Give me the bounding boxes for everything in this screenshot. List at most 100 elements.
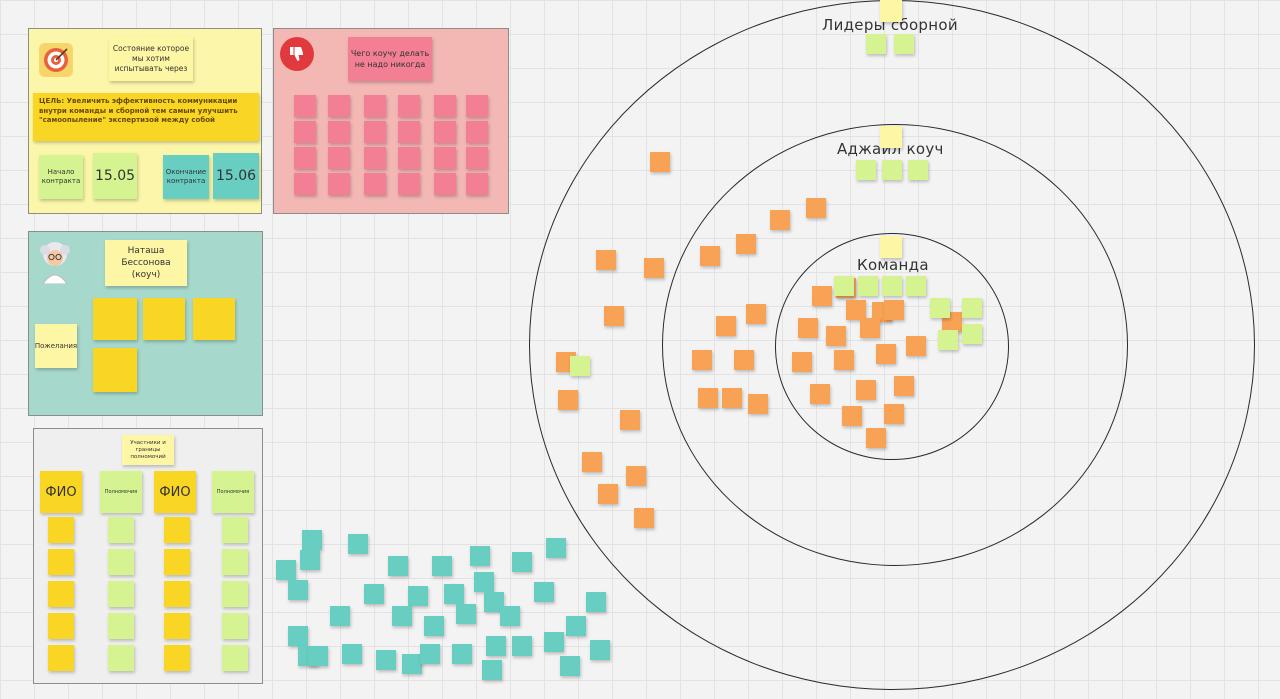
orange-note[interactable] — [792, 352, 812, 372]
teal-note[interactable] — [486, 636, 506, 656]
goal-frame[interactable]: Состояние которое мы хотим испытывать че… — [28, 28, 262, 214]
teal-note[interactable] — [512, 636, 532, 656]
dont-note[interactable] — [328, 121, 350, 143]
teal-note[interactable] — [424, 616, 444, 636]
teal-note[interactable] — [330, 606, 350, 626]
teal-note[interactable] — [308, 646, 328, 666]
role-note[interactable] — [108, 613, 134, 639]
coach-note[interactable] — [93, 298, 137, 340]
orange-note[interactable] — [798, 318, 818, 338]
dont-note[interactable] — [294, 147, 316, 169]
role-note[interactable] — [164, 581, 190, 607]
teal-note[interactable] — [586, 592, 606, 612]
green-note[interactable] — [856, 160, 876, 180]
green-note[interactable] — [962, 298, 982, 318]
orange-note[interactable] — [826, 326, 846, 346]
coach-note[interactable] — [93, 348, 137, 392]
dont-note[interactable] — [466, 173, 488, 195]
green-note[interactable] — [858, 276, 878, 296]
teal-note[interactable] — [288, 626, 308, 646]
dont-frame[interactable]: Чего коучу делать не надо никогда — [273, 28, 509, 214]
dont-note[interactable] — [328, 173, 350, 195]
roles-title-note[interactable]: Участники и границы полномочий — [122, 435, 174, 465]
dont-note[interactable] — [294, 121, 316, 143]
role-note[interactable] — [164, 517, 190, 543]
green-note[interactable] — [882, 276, 902, 296]
green-note[interactable] — [834, 276, 854, 296]
green-note[interactable] — [906, 276, 926, 296]
orange-note[interactable] — [748, 394, 768, 414]
orange-note[interactable] — [812, 286, 832, 306]
teal-note[interactable] — [482, 660, 502, 680]
teal-note[interactable] — [348, 534, 368, 554]
dont-note[interactable] — [364, 121, 386, 143]
role-note[interactable] — [222, 517, 248, 543]
orange-note[interactable] — [716, 316, 736, 336]
start-date-note[interactable]: 15.05 — [93, 153, 137, 199]
teal-note[interactable] — [420, 644, 440, 664]
orange-note[interactable] — [722, 388, 742, 408]
teal-note[interactable] — [376, 650, 396, 670]
green-note[interactable] — [930, 298, 950, 318]
coach-side-note[interactable]: Пожелания — [35, 324, 77, 368]
yellow-note[interactable] — [880, 236, 902, 258]
role-note[interactable] — [108, 645, 134, 671]
teal-note[interactable] — [452, 644, 472, 664]
role-note[interactable] — [48, 517, 74, 543]
role-note[interactable] — [48, 613, 74, 639]
role-note[interactable] — [164, 613, 190, 639]
powers-header-1[interactable]: Полномочия — [100, 471, 142, 513]
orange-note[interactable] — [846, 300, 866, 320]
dont-note[interactable] — [364, 95, 386, 117]
role-note[interactable] — [108, 581, 134, 607]
orange-note[interactable] — [644, 258, 664, 278]
start-label-note[interactable]: Начало контракта — [39, 155, 83, 199]
dont-note[interactable] — [434, 173, 456, 195]
dont-note[interactable] — [434, 147, 456, 169]
orange-note[interactable] — [906, 336, 926, 356]
roles-frame[interactable]: Участники и границы полномочий ФИО Полно… — [33, 428, 263, 684]
teal-note[interactable] — [342, 644, 362, 664]
dont-note[interactable] — [364, 173, 386, 195]
orange-note[interactable] — [884, 404, 904, 424]
orange-note[interactable] — [842, 406, 862, 426]
orange-note[interactable] — [884, 300, 904, 320]
orange-note[interactable] — [894, 376, 914, 396]
role-note[interactable] — [48, 645, 74, 671]
coach-note[interactable] — [143, 298, 185, 340]
role-note[interactable] — [48, 549, 74, 575]
teal-note[interactable] — [302, 530, 322, 550]
orange-note[interactable] — [620, 410, 640, 430]
teal-note[interactable] — [288, 580, 308, 600]
green-note[interactable] — [894, 34, 914, 54]
role-note[interactable] — [108, 517, 134, 543]
teal-note[interactable] — [444, 584, 464, 604]
fio-header-2[interactable]: ФИО — [154, 471, 196, 513]
role-note[interactable] — [222, 645, 248, 671]
teal-note[interactable] — [402, 654, 422, 674]
dont-note[interactable] — [466, 121, 488, 143]
orange-note[interactable] — [834, 350, 854, 370]
orange-note[interactable] — [860, 318, 880, 338]
orange-note[interactable] — [558, 390, 578, 410]
green-note[interactable] — [962, 324, 982, 344]
green-note[interactable] — [570, 356, 590, 376]
dont-note[interactable] — [328, 95, 350, 117]
goal-statement-note[interactable]: ЦЕЛЬ: Увеличить эффективность коммуникац… — [33, 93, 259, 141]
teal-note[interactable] — [512, 552, 532, 572]
teal-note[interactable] — [560, 656, 580, 676]
teal-note[interactable] — [276, 560, 296, 580]
dont-note[interactable] — [294, 173, 316, 195]
green-note[interactable] — [938, 330, 958, 350]
teal-note[interactable] — [534, 582, 554, 602]
orange-note[interactable] — [692, 350, 712, 370]
role-note[interactable] — [222, 581, 248, 607]
orange-note[interactable] — [734, 350, 754, 370]
yellow-note[interactable] — [880, 0, 902, 22]
teal-note[interactable] — [590, 640, 610, 660]
end-label-note[interactable]: Окончание контракта — [163, 155, 209, 199]
teal-note[interactable] — [388, 556, 408, 576]
dont-note[interactable] — [328, 147, 350, 169]
teal-note[interactable] — [456, 604, 476, 624]
orange-note[interactable] — [634, 508, 654, 528]
